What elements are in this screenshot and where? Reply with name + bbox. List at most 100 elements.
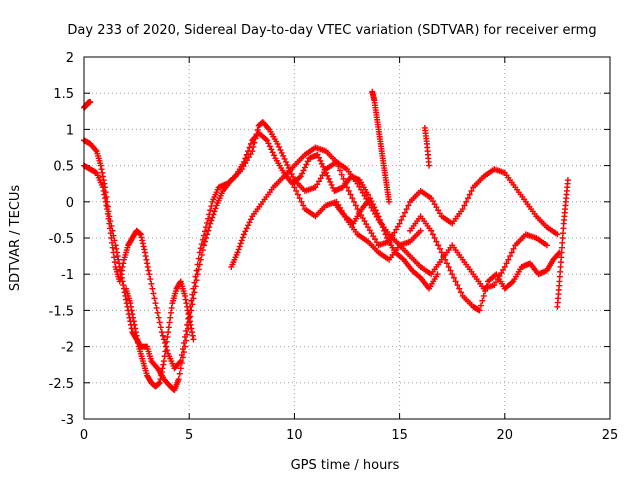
data-point — [245, 222, 252, 229]
data-point — [123, 296, 130, 303]
data-point — [106, 225, 113, 232]
data-point — [120, 260, 127, 267]
y-tick-label: -2.5 — [49, 377, 74, 392]
data-point — [468, 187, 475, 194]
data-point — [159, 332, 166, 339]
data-point — [102, 195, 109, 202]
data-point — [108, 235, 115, 241]
data-point — [111, 259, 118, 266]
data-point — [181, 333, 188, 340]
data-point — [247, 140, 254, 147]
data-point — [161, 353, 168, 360]
data-point — [507, 253, 514, 260]
data-point — [99, 173, 106, 180]
data-point — [314, 181, 321, 188]
data-points — [81, 88, 571, 394]
data-point — [269, 149, 276, 156]
data-point — [191, 279, 198, 286]
y-tick-label: 2 — [66, 51, 74, 66]
data-point — [179, 346, 186, 353]
data-point — [152, 300, 159, 307]
data-point — [128, 307, 135, 314]
data-point — [376, 216, 383, 223]
data-point — [206, 211, 213, 218]
y-tick-label: -2 — [61, 341, 74, 356]
data-point — [300, 202, 307, 209]
data-point — [167, 314, 174, 321]
data-point — [372, 236, 379, 243]
data-point — [139, 237, 146, 244]
data-point — [158, 368, 165, 375]
data-point — [87, 98, 94, 105]
data-point — [461, 202, 468, 209]
data-point — [104, 206, 111, 213]
x-tick-label: 20 — [497, 428, 514, 443]
data-point — [368, 230, 375, 237]
data-point — [304, 158, 311, 165]
data-point — [197, 245, 204, 252]
data-point — [201, 228, 208, 235]
data-point — [92, 146, 99, 153]
data-point — [298, 198, 305, 205]
data-point — [141, 246, 148, 253]
data-point — [457, 289, 464, 296]
data-point — [434, 271, 441, 278]
data-point — [163, 343, 170, 350]
data-point — [146, 271, 153, 278]
data-point — [564, 177, 571, 184]
y-tick-label: 1.5 — [53, 87, 74, 102]
data-point — [189, 329, 196, 336]
data-point — [155, 314, 162, 321]
data-point — [480, 292, 487, 299]
data-point — [119, 263, 126, 270]
data-point — [394, 223, 401, 230]
data-point — [208, 217, 215, 224]
data-point — [118, 267, 125, 274]
data-point — [147, 276, 154, 283]
data-point — [375, 213, 382, 220]
data-point — [428, 195, 435, 202]
data-point — [211, 208, 218, 215]
data-point — [189, 332, 196, 339]
data-point — [182, 296, 189, 303]
data-point — [212, 205, 219, 212]
data-point — [242, 228, 249, 235]
data-point — [389, 232, 396, 239]
data-point — [466, 191, 473, 198]
grid — [84, 57, 610, 419]
data-point — [235, 246, 242, 253]
data-point — [160, 358, 167, 365]
y-axis-title: SDTVAR / TECUs — [8, 185, 23, 292]
data-point — [240, 231, 247, 238]
data-point — [100, 187, 107, 194]
data-point — [265, 125, 272, 132]
data-point — [463, 198, 470, 205]
data-point — [158, 372, 165, 379]
data-point — [160, 361, 167, 368]
data-point — [190, 285, 197, 292]
data-point — [186, 314, 193, 321]
data-point — [317, 157, 324, 164]
data-point — [342, 180, 349, 187]
data-point — [135, 339, 142, 346]
chart-title: Day 233 of 2020, Sidereal Day-to-day VTE… — [67, 23, 596, 38]
data-point — [386, 238, 393, 245]
data-point — [168, 304, 175, 311]
data-point — [378, 220, 385, 227]
data-point — [199, 236, 206, 243]
data-point — [315, 154, 322, 161]
data-point — [401, 209, 408, 216]
data-point — [365, 191, 372, 198]
data-point — [116, 278, 123, 285]
data-point — [433, 238, 440, 245]
data-point — [318, 160, 325, 167]
data-point — [476, 307, 483, 314]
data-point — [159, 365, 166, 372]
data-point — [281, 155, 288, 162]
data-point — [120, 282, 127, 289]
data-point — [314, 151, 321, 158]
data-point — [477, 302, 484, 309]
data-point — [207, 207, 214, 214]
data-point — [165, 329, 172, 336]
